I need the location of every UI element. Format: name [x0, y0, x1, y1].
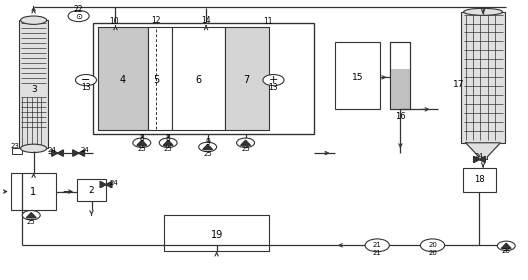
Bar: [98, 27, 148, 130]
Polygon shape: [137, 140, 147, 145]
Circle shape: [199, 142, 216, 152]
Bar: [172, 27, 224, 130]
Text: 21: 21: [373, 242, 382, 248]
Bar: [463, 168, 496, 192]
Ellipse shape: [21, 16, 46, 24]
Polygon shape: [52, 150, 63, 156]
Circle shape: [497, 241, 515, 251]
Polygon shape: [100, 181, 112, 188]
Polygon shape: [73, 150, 84, 156]
Text: 24: 24: [475, 153, 484, 159]
Text: 8: 8: [166, 134, 171, 143]
Text: ⊙: ⊙: [75, 11, 82, 20]
Bar: [390, 43, 410, 109]
Bar: [390, 43, 410, 109]
Text: 6: 6: [195, 75, 201, 85]
Text: 15: 15: [352, 73, 363, 82]
Text: 9: 9: [205, 138, 210, 147]
Text: 22: 22: [74, 5, 83, 14]
Text: 25: 25: [137, 146, 146, 153]
Circle shape: [76, 74, 97, 86]
Circle shape: [237, 138, 254, 148]
Circle shape: [365, 239, 389, 252]
Text: 25: 25: [164, 146, 173, 153]
Bar: [12, 148, 22, 154]
Text: 13: 13: [81, 83, 91, 92]
Text: 19: 19: [211, 230, 223, 240]
Text: 2: 2: [89, 186, 94, 195]
Ellipse shape: [21, 144, 46, 153]
Polygon shape: [501, 243, 511, 248]
Text: 24: 24: [48, 147, 56, 153]
Circle shape: [420, 239, 445, 252]
Circle shape: [133, 138, 151, 148]
Text: 8: 8: [139, 134, 144, 143]
Text: 25: 25: [241, 146, 250, 153]
Text: 4: 4: [120, 75, 126, 85]
Text: 18: 18: [474, 175, 485, 184]
Text: 24: 24: [81, 147, 89, 153]
Bar: [461, 12, 505, 143]
Bar: [19, 20, 48, 148]
Circle shape: [68, 10, 89, 22]
Text: 25: 25: [27, 219, 35, 225]
Bar: [148, 27, 172, 130]
Text: 11: 11: [263, 17, 273, 26]
Text: 14: 14: [201, 16, 211, 25]
Bar: [11, 173, 56, 210]
Bar: [164, 215, 269, 251]
Bar: [335, 43, 380, 109]
Polygon shape: [26, 213, 36, 218]
Text: 25: 25: [203, 151, 212, 157]
Circle shape: [159, 138, 177, 148]
Polygon shape: [474, 157, 485, 163]
Text: 20: 20: [428, 242, 437, 248]
Text: 5: 5: [153, 75, 159, 85]
Text: −: −: [81, 75, 91, 85]
Text: 1: 1: [30, 186, 36, 197]
Ellipse shape: [464, 8, 503, 15]
Text: +: +: [269, 75, 278, 85]
Text: 21: 21: [373, 250, 382, 256]
Text: 13: 13: [269, 83, 278, 92]
Bar: [93, 23, 314, 134]
Polygon shape: [466, 143, 501, 160]
Text: 16: 16: [395, 112, 406, 121]
Polygon shape: [241, 140, 250, 145]
Bar: [390, 69, 410, 109]
Text: 26: 26: [502, 248, 511, 255]
Text: 7: 7: [243, 75, 250, 85]
Polygon shape: [203, 144, 213, 150]
Circle shape: [263, 74, 284, 86]
Polygon shape: [163, 140, 173, 145]
Text: 10: 10: [109, 17, 119, 26]
Text: 17: 17: [453, 80, 465, 89]
Text: 12: 12: [152, 16, 161, 25]
Bar: [77, 179, 106, 201]
Circle shape: [22, 211, 40, 220]
Text: 23: 23: [10, 143, 19, 149]
Bar: [224, 27, 269, 130]
Text: 3: 3: [31, 85, 37, 94]
Text: 24: 24: [109, 180, 118, 186]
Text: 20: 20: [428, 250, 437, 256]
